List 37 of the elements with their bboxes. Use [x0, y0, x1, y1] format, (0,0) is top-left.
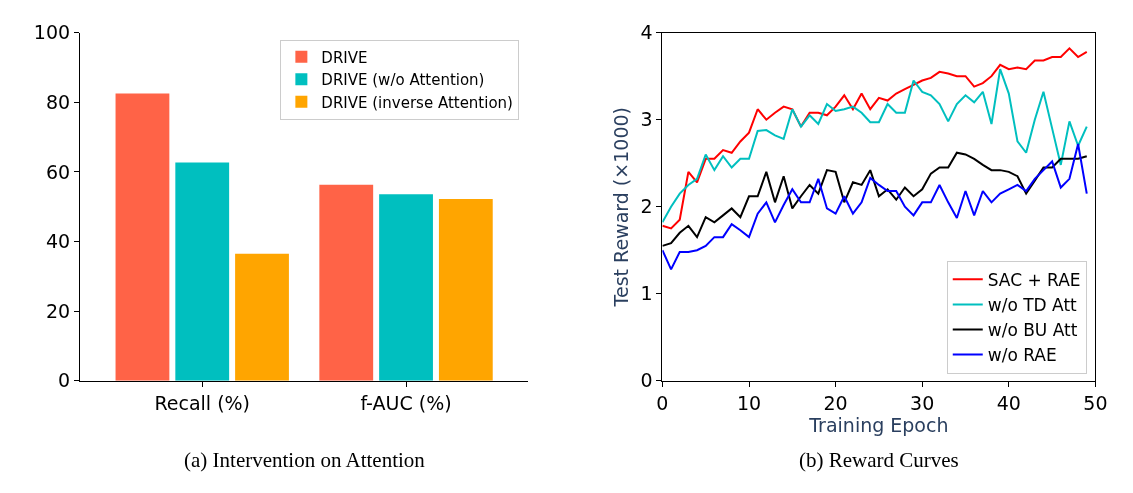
y-tick-label: 20: [45, 299, 71, 322]
legend-label: w/o RAE: [987, 345, 1057, 366]
y-tick-label: 4: [640, 21, 653, 44]
x-tick-label: 0: [656, 391, 669, 414]
y-tick-label: 2: [640, 195, 653, 218]
bar: [319, 184, 374, 381]
x-tick-label: 20: [823, 391, 848, 414]
y-tick-label: 40: [45, 230, 71, 253]
text: (b) Reward Curves: [799, 448, 959, 472]
bar: [235, 253, 289, 381]
bar: [438, 199, 493, 381]
y-axis-title: Test Reward (×1000): [610, 107, 633, 308]
legend-label: DRIVE: [321, 48, 368, 67]
legend-label: DRIVE (w/o Attention): [321, 71, 485, 90]
bar: [175, 162, 230, 381]
y-tick-label: 80: [45, 90, 71, 113]
legend-label: w/o TD Att: [987, 295, 1078, 316]
y-tick-label: 0: [58, 369, 71, 392]
x-tick-label: 10: [736, 391, 762, 414]
x-tick-label: 30: [910, 391, 935, 414]
line-series: [662, 143, 1088, 271]
bar: [379, 194, 433, 381]
legend-label: DRIVE (inverse Attention): [321, 93, 513, 112]
bar: [115, 93, 170, 381]
y-tick-label: 60: [45, 160, 71, 183]
x-tick-label: Recall (%): [154, 391, 251, 414]
legend-label: SAC + RAE: [987, 269, 1081, 290]
y-tick-label: 0: [640, 369, 653, 392]
x-tick-label: f-AUC (%): [360, 391, 452, 414]
x-tick-label: 40: [996, 391, 1021, 414]
x-axis-title: Training Epoch: [808, 413, 949, 436]
y-tick-label: 1: [640, 282, 653, 305]
y-tick-label: 3: [640, 108, 653, 131]
legend-label: w/o BU Att: [987, 320, 1078, 341]
x-tick-label: 50: [1083, 391, 1108, 414]
text: (a) Intervention on Attention: [184, 448, 426, 472]
y-tick-label: 100: [33, 21, 71, 44]
